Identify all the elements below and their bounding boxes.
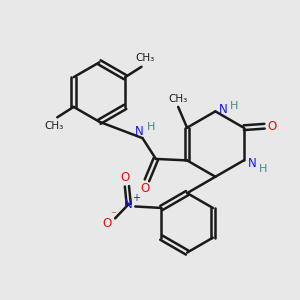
Text: H: H — [147, 122, 156, 132]
Text: O: O — [102, 217, 111, 230]
Text: ⁻: ⁻ — [111, 210, 116, 220]
Text: O: O — [121, 171, 130, 184]
Text: H: H — [259, 164, 267, 174]
Text: +: + — [132, 193, 140, 202]
Text: O: O — [267, 120, 277, 133]
Text: CH₃: CH₃ — [169, 94, 188, 103]
Text: H: H — [230, 101, 238, 111]
Text: N: N — [124, 198, 133, 211]
Text: O: O — [141, 182, 150, 195]
Text: CH₃: CH₃ — [44, 121, 63, 131]
Text: N: N — [135, 125, 144, 138]
Text: N: N — [218, 103, 227, 116]
Text: CH₃: CH₃ — [135, 53, 155, 63]
Text: N: N — [248, 158, 256, 170]
